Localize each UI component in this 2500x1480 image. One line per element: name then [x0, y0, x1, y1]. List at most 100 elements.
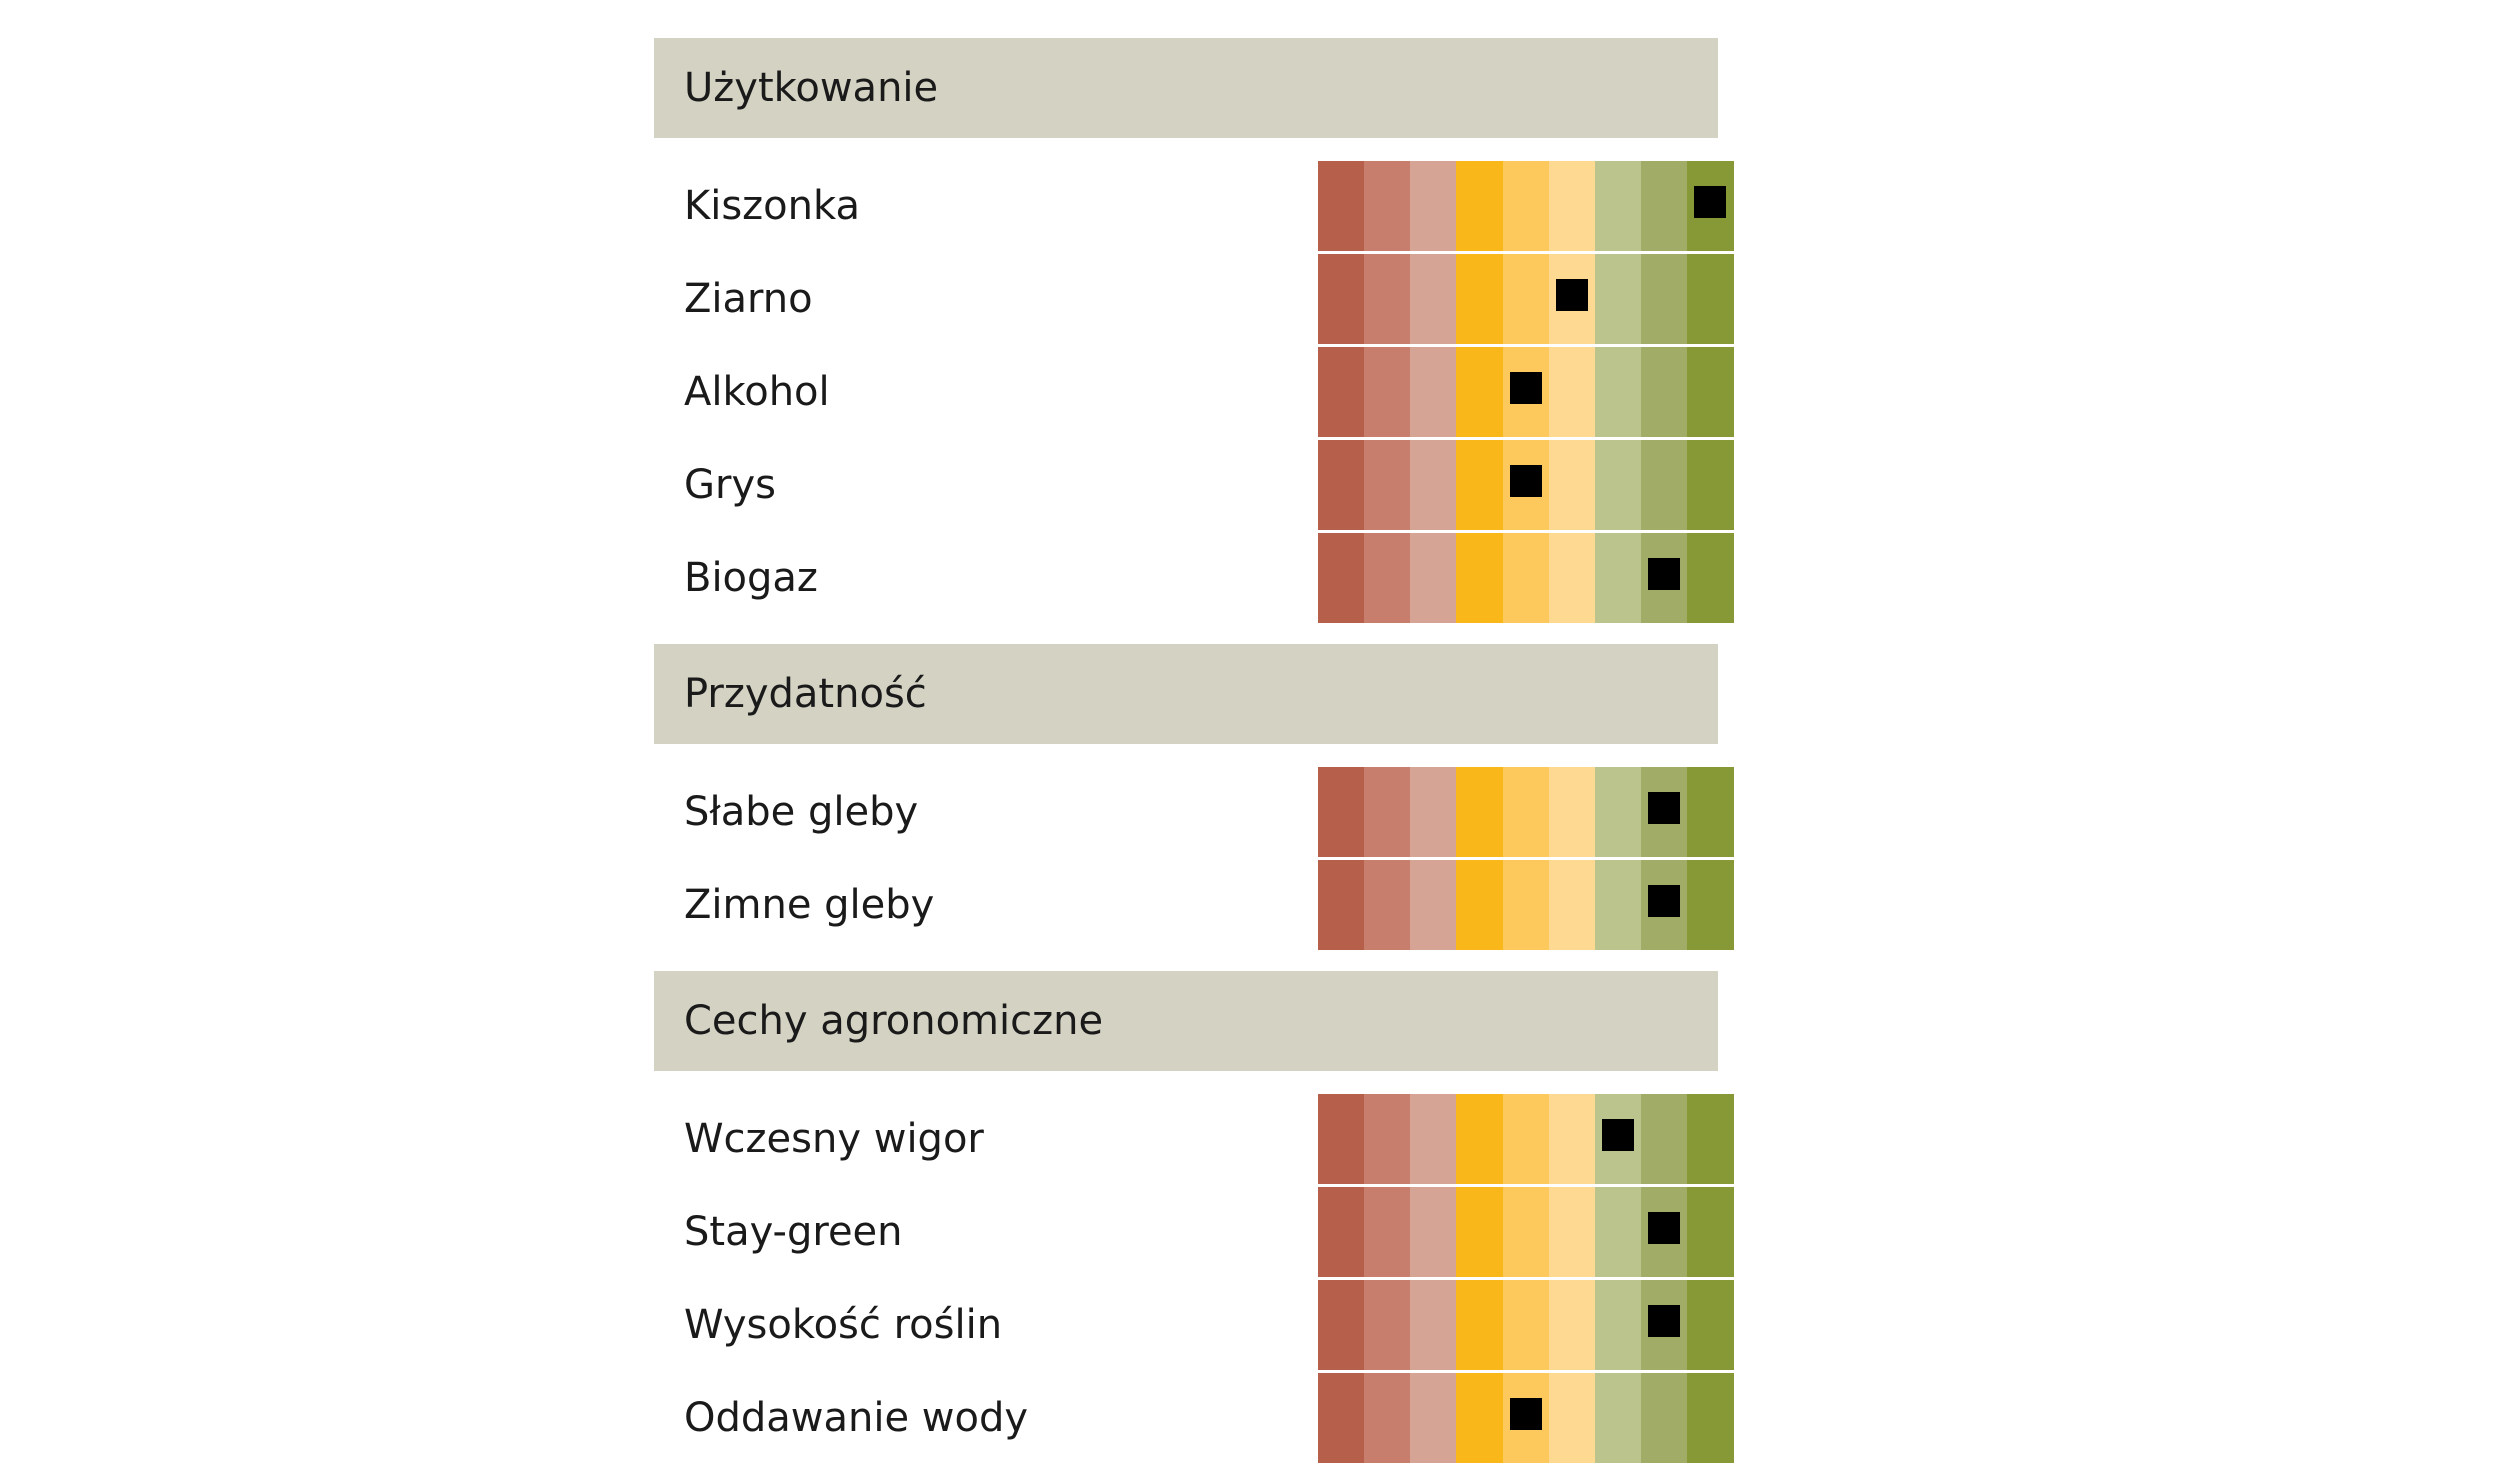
- scale-cell: [1364, 347, 1411, 437]
- scale-cell: [1364, 533, 1411, 623]
- section-header: Przydatność: [654, 644, 1718, 744]
- scale-cell: [1502, 1094, 1550, 1184]
- scale-cell: [1364, 860, 1411, 950]
- scale-cell: [1502, 254, 1550, 344]
- scale-cell: [1502, 533, 1550, 623]
- scale-cell: [1594, 767, 1642, 857]
- scale-cell: [1502, 1280, 1550, 1370]
- scale-cell: [1594, 533, 1642, 623]
- row-label: Alkohol: [684, 369, 830, 415]
- row-label: Wczesny wigor: [684, 1116, 984, 1162]
- scale-cell: [1318, 161, 1365, 251]
- scale-cell: [1364, 161, 1411, 251]
- scale-cell: [1410, 440, 1458, 530]
- scale-cell: [1502, 1187, 1550, 1277]
- scale-cell: [1318, 440, 1365, 530]
- scale-cell: [1641, 347, 1688, 437]
- scale-cell: [1410, 254, 1458, 344]
- scale-cell: [1502, 161, 1550, 251]
- rating-marker: [1509, 465, 1542, 497]
- row-label: Słabe gleby: [684, 789, 919, 835]
- scale-cell: [1548, 860, 1596, 950]
- scale-cell: [1456, 1373, 1504, 1463]
- section-header: Użytkowanie: [654, 38, 1718, 138]
- scale-cell: [1410, 1187, 1458, 1277]
- scale-cell: [1594, 1280, 1642, 1370]
- scale-cell: [1318, 533, 1365, 623]
- scale-cell: [1364, 1373, 1411, 1463]
- rating-marker: [1648, 885, 1681, 917]
- row-label: Ziarno: [684, 276, 813, 322]
- row-label: Wysokość roślin: [684, 1302, 1003, 1348]
- scale-cell: [1687, 1187, 1734, 1277]
- scale-cell: [1548, 1280, 1596, 1370]
- scale-cell: [1687, 1280, 1734, 1370]
- scale-cell: [1410, 161, 1458, 251]
- scale-cell: [1687, 767, 1734, 857]
- scale-cell: [1548, 767, 1596, 857]
- scale-cell: [1410, 1094, 1458, 1184]
- scale-cell: [1548, 1187, 1596, 1277]
- scale-cell: [1687, 860, 1734, 950]
- scale-cell: [1364, 254, 1411, 344]
- scale-cell: [1318, 1280, 1365, 1370]
- scale-cell: [1456, 347, 1504, 437]
- rating-marker: [1555, 279, 1588, 311]
- scale-cell: [1641, 161, 1688, 251]
- scale-cell: [1318, 1373, 1365, 1463]
- scale-cell: [1410, 860, 1458, 950]
- scale-cell: [1502, 767, 1550, 857]
- scale-cell: [1318, 860, 1365, 950]
- scale-cell: [1456, 254, 1504, 344]
- row-label: Oddawanie wody: [684, 1395, 1029, 1441]
- scale-cell: [1594, 440, 1642, 530]
- scale-cell: [1364, 1280, 1411, 1370]
- rating-marker: [1648, 558, 1681, 590]
- rating-marker: [1694, 186, 1727, 218]
- scale-cell: [1502, 860, 1550, 950]
- scale-cell: [1641, 440, 1688, 530]
- scale-cell: [1548, 1094, 1596, 1184]
- scale-cell: [1456, 161, 1504, 251]
- row-label: Biogaz: [684, 555, 818, 601]
- scale-cell: [1548, 533, 1596, 623]
- scale-cell: [1364, 1187, 1411, 1277]
- scale-cell: [1594, 1187, 1642, 1277]
- scale-cell: [1318, 1094, 1365, 1184]
- scale-cell: [1410, 1280, 1458, 1370]
- rating-marker: [1648, 792, 1681, 824]
- row-label: Kiszonka: [684, 183, 860, 229]
- scale-cell: [1548, 440, 1596, 530]
- scale-cell: [1641, 254, 1688, 344]
- scale-cell: [1410, 1373, 1458, 1463]
- scale-cell: [1687, 533, 1734, 623]
- rating-marker: [1509, 372, 1542, 404]
- scale-cell: [1641, 1373, 1688, 1463]
- scale-cell: [1594, 254, 1642, 344]
- rating-marker: [1648, 1305, 1681, 1337]
- scale-cell: [1594, 161, 1642, 251]
- scale-cell: [1456, 440, 1504, 530]
- scale-cell: [1687, 254, 1734, 344]
- scale-cell: [1318, 767, 1365, 857]
- scale-cell: [1410, 533, 1458, 623]
- row-label: Grys: [684, 462, 776, 508]
- scale-cell: [1364, 767, 1411, 857]
- rating-marker: [1509, 1398, 1542, 1430]
- scale-cell: [1594, 1373, 1642, 1463]
- scale-cell: [1410, 767, 1458, 857]
- scale-cell: [1456, 767, 1504, 857]
- rating-marker: [1601, 1119, 1634, 1151]
- scale-cell: [1410, 347, 1458, 437]
- scale-cell: [1318, 1187, 1365, 1277]
- scale-cell: [1548, 1373, 1596, 1463]
- scale-cell: [1641, 1094, 1688, 1184]
- scale-cell: [1456, 1094, 1504, 1184]
- scale-cell: [1318, 347, 1365, 437]
- scale-cell: [1548, 347, 1596, 437]
- scale-cell: [1364, 1094, 1411, 1184]
- scale-cell: [1594, 347, 1642, 437]
- scale-cell: [1456, 1187, 1504, 1277]
- rating-marker: [1648, 1212, 1681, 1244]
